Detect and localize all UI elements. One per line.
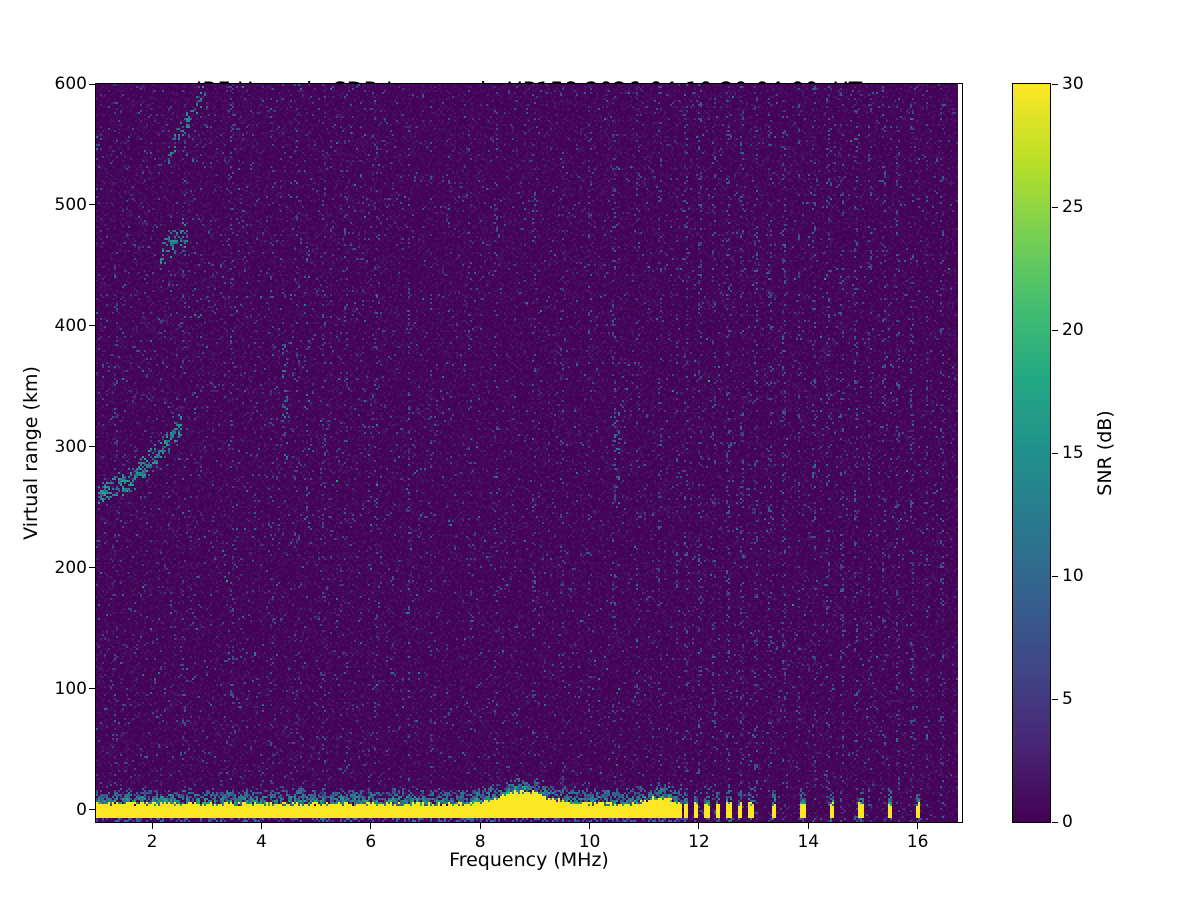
colorbar-tick-mark [1052,329,1058,331]
colorbar-tick-mark [1052,452,1058,454]
x-tick-mark [479,823,481,829]
colorbar-gradient [1013,84,1050,822]
y-tick-mark [89,567,95,569]
x-tick-mark [589,823,591,829]
y-tick-mark [89,809,95,811]
y-tick-mark [89,325,95,327]
x-tick-label: 2 [146,832,158,852]
y-tick-mark [89,204,95,206]
x-tick-label: 14 [797,832,820,852]
x-tick-mark [260,823,262,829]
colorbar-tick-label: 15 [1062,443,1084,463]
colorbar-tick-label: 20 [1062,320,1084,340]
colorbar-tick-mark [1052,83,1058,85]
colorbar-tick-label: 10 [1062,566,1084,586]
colorbar-tick-label: 5 [1062,689,1073,709]
colorbar-label: SNR (dB) [1094,410,1116,496]
x-tick-label: 8 [474,832,486,852]
x-tick-mark [370,823,372,829]
y-tick-label: 300 [54,436,87,457]
colorbar-tick-mark [1052,821,1058,823]
x-tick-label: 4 [255,832,267,852]
y-tick-mark [89,446,95,448]
colorbar-tick-mark [1052,575,1058,577]
y-tick-label: 600 [54,74,87,94]
colorbar-tick-mark [1052,206,1058,208]
y-tick-label: 100 [54,678,87,699]
x-tick-mark [807,823,809,829]
y-tick-label: 500 [54,194,87,215]
colorbar-tick-label: 25 [1062,197,1084,217]
y-tick-mark [89,688,95,690]
x-tick-label: 10 [578,832,601,852]
colorbar-tick-label: 0 [1062,812,1073,832]
x-tick-label: 12 [688,832,710,852]
x-axis-label: Frequency (MHz) [449,849,609,871]
x-tick-label: 16 [906,832,929,852]
y-tick-label: 200 [54,557,87,578]
colorbar-tick-mark [1052,698,1058,700]
x-tick-mark [151,823,153,829]
x-tick-label: 6 [365,832,377,852]
x-tick-mark [698,823,700,829]
y-tick-label: 0 [76,799,87,820]
y-tick-mark [89,83,95,85]
x-tick-mark [917,823,919,829]
colorbar-tick-label: 30 [1062,74,1084,94]
ionogram-heatmap [96,84,962,822]
y-tick-label: 400 [54,315,87,336]
